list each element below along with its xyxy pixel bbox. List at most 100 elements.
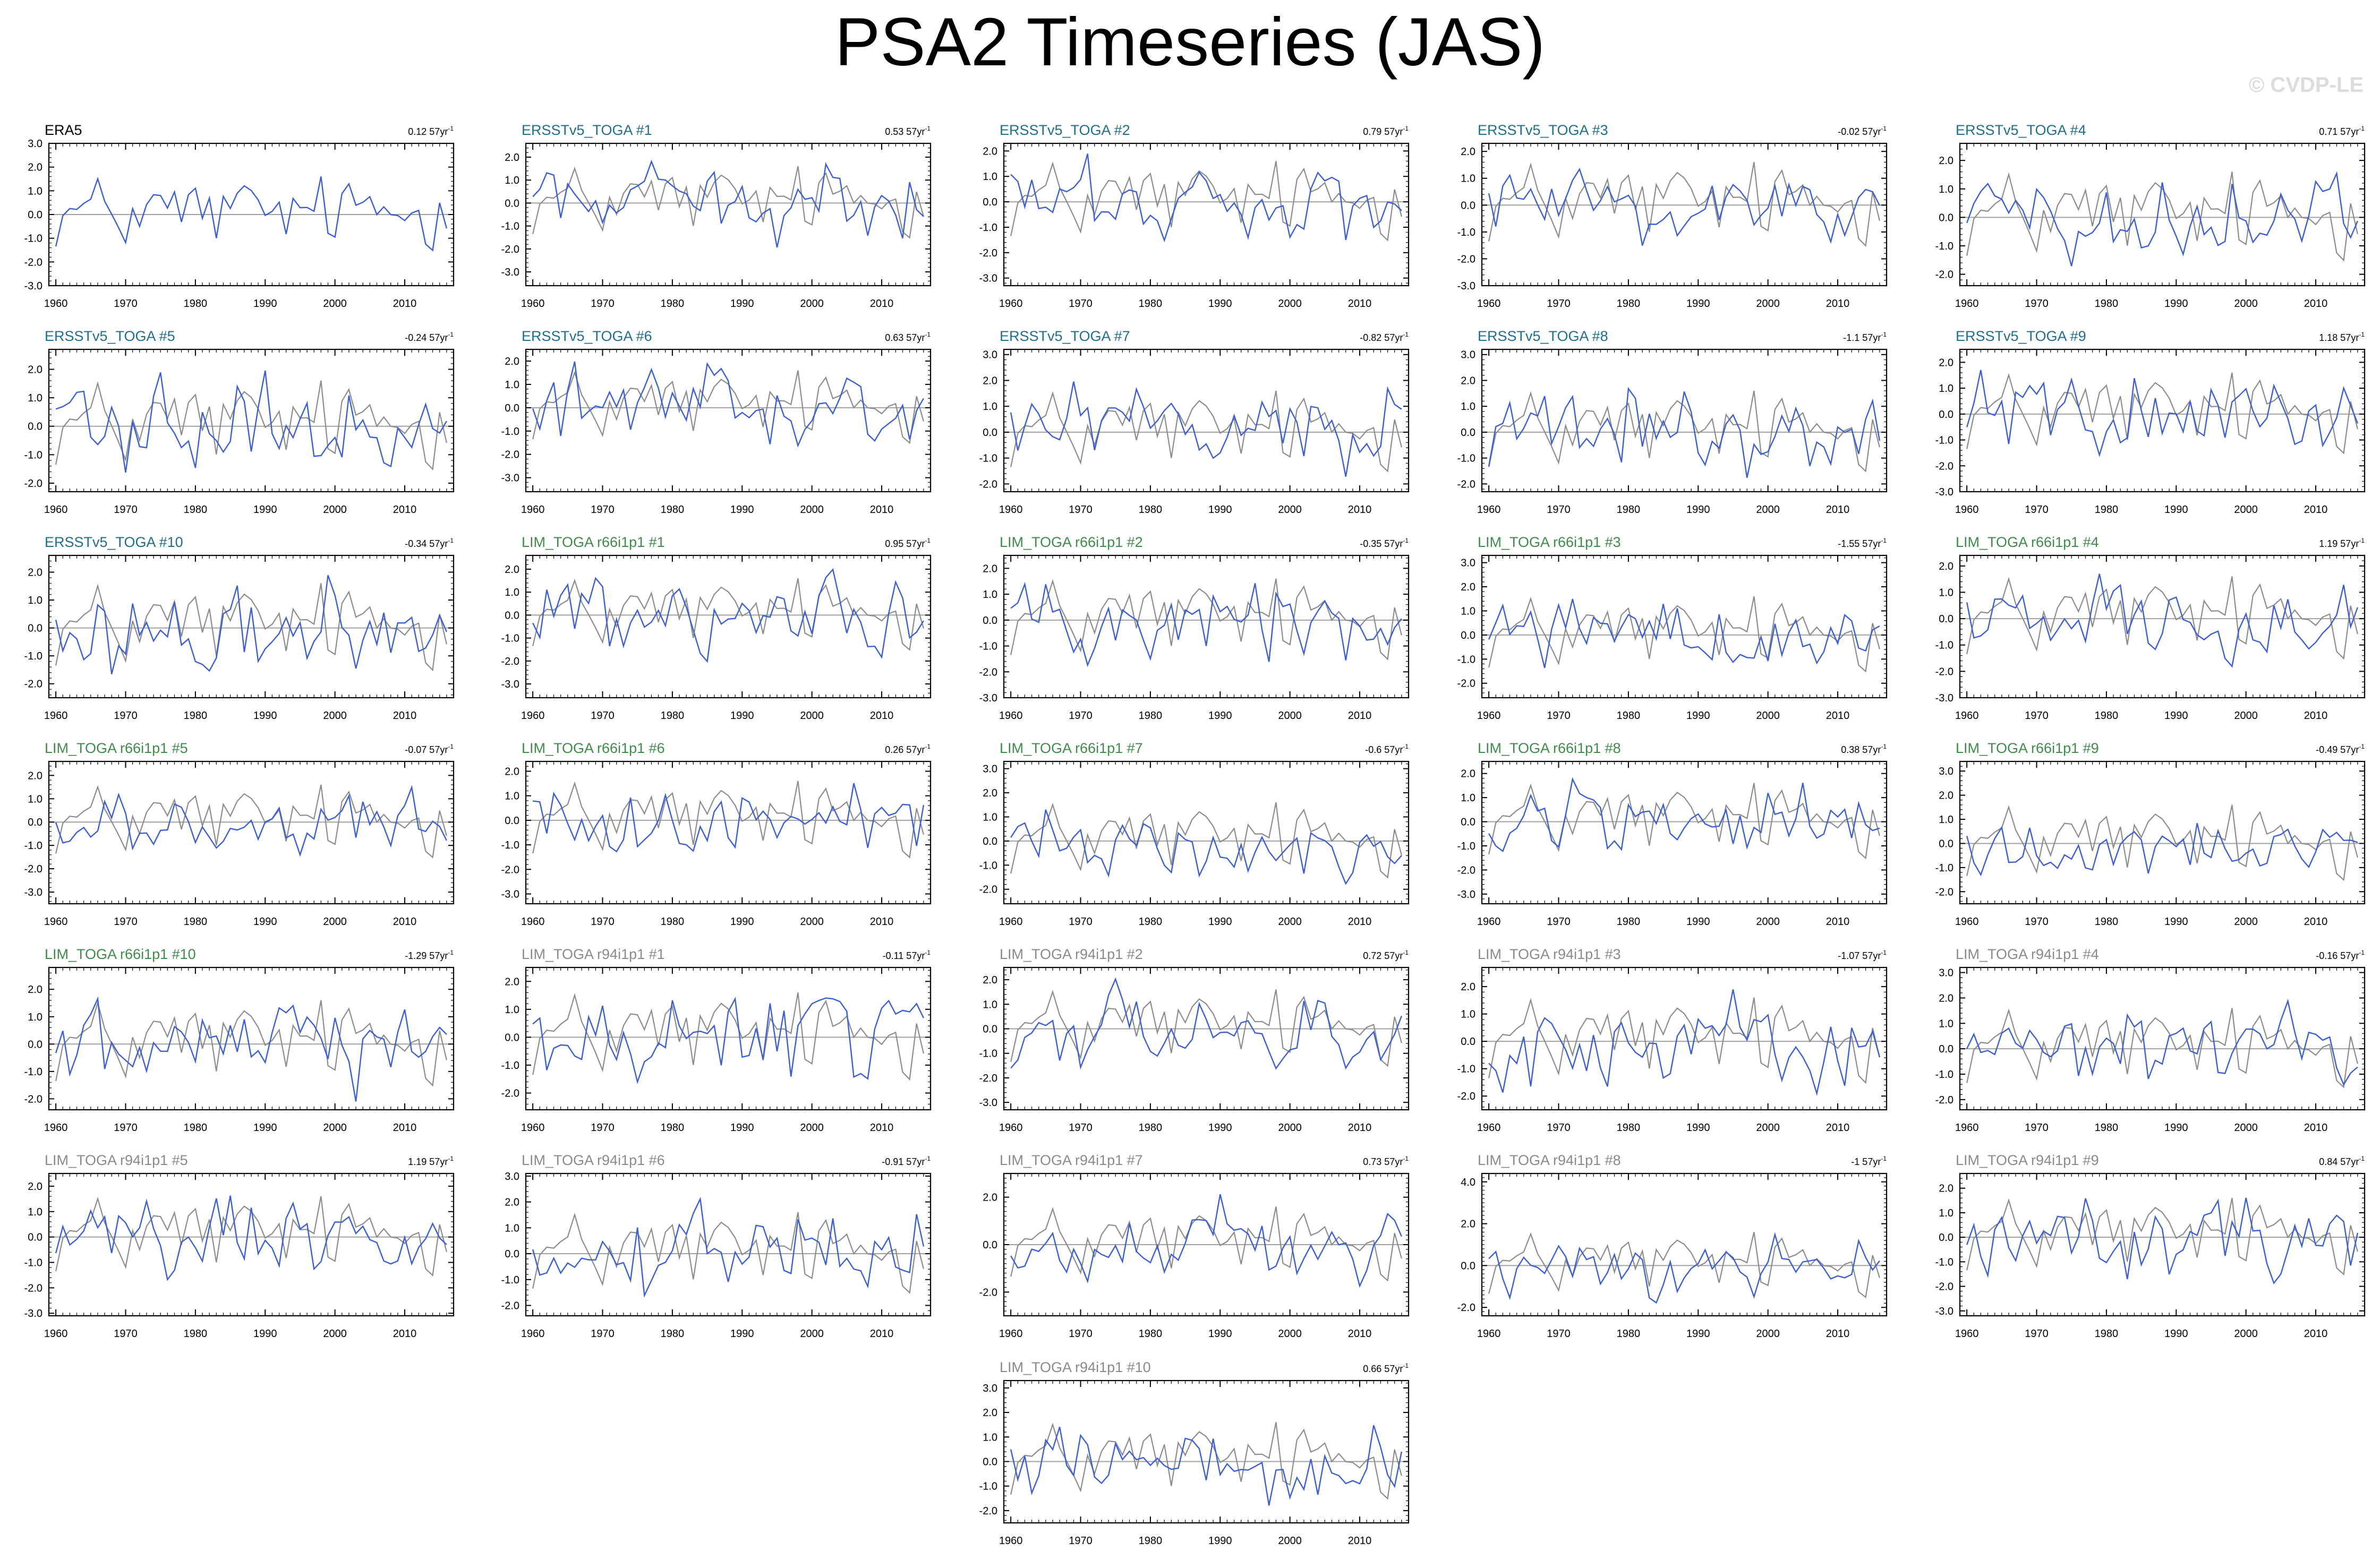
x-tick-label: 1990 bbox=[2164, 710, 2188, 722]
y-tick-label: -3.0 bbox=[501, 267, 519, 278]
y-tick-label: -1.0 bbox=[501, 839, 519, 851]
trend-label: -0.82 57yr-1 bbox=[1360, 331, 1409, 343]
y-tick-label: -2.0 bbox=[1457, 864, 1475, 876]
member-line bbox=[1010, 809, 1402, 885]
y-tick-label: 2.0 bbox=[983, 787, 997, 799]
panel-frame bbox=[1003, 760, 1410, 905]
x-tick-label: 1960 bbox=[521, 298, 545, 310]
x-tick-label: 2010 bbox=[1348, 710, 1372, 722]
x-tick-label: 1960 bbox=[1477, 1122, 1501, 1134]
x-tick-label: 1990 bbox=[253, 710, 277, 722]
member-line bbox=[1488, 598, 1880, 669]
y-tick-label: -1.0 bbox=[24, 650, 42, 662]
panel-frame bbox=[1003, 966, 1410, 1111]
x-tick-label: 1960 bbox=[1955, 298, 1979, 310]
panel-lim-toga-r94i1p1-3: LIM_TOGA r94i1p1 #3 -1.07 57yr-1 2.0 1.0 0.0… bbox=[1457, 946, 1888, 1134]
y-tick-label: 0.0 bbox=[1939, 409, 1954, 421]
x-tick-label: 2010 bbox=[393, 298, 417, 310]
y-tick-label: -1.0 bbox=[1457, 227, 1475, 238]
x-tick-label: 1990 bbox=[253, 916, 277, 928]
x-tick-label: 2000 bbox=[1278, 504, 1302, 516]
y-tick-label: 1.0 bbox=[1461, 792, 1475, 804]
y-tick-label: 3.0 bbox=[1461, 349, 1475, 361]
x-tick-label: 1980 bbox=[1139, 916, 1163, 928]
x-tick-label: 1980 bbox=[1139, 504, 1163, 516]
panel-frame bbox=[1481, 760, 1888, 905]
y-tick-label: 2.0 bbox=[28, 162, 42, 174]
y-tick-label: -2.0 bbox=[1935, 886, 1954, 898]
member-line bbox=[532, 997, 924, 1084]
panel-ersstv5-toga-6: ERSSTv5_TOGA #6 0.63 57yr-1 2.0 1.0 0.0 -1.0 -… bbox=[501, 328, 932, 516]
y-tick-label: 2.0 bbox=[1939, 992, 1954, 1004]
panel-lim-toga-r66i1p1-3: LIM_TOGA r66i1p1 #3 -1.55 57yr-1 3.0 2.0 1.0… bbox=[1457, 534, 1888, 722]
x-tick-label: 1980 bbox=[184, 298, 208, 310]
x-tick-label: 1980 bbox=[661, 710, 685, 722]
x-tick-label: 1970 bbox=[1069, 710, 1093, 722]
y-tick-label: -1.0 bbox=[979, 453, 997, 465]
x-tick-label: 1980 bbox=[1617, 298, 1641, 310]
member-line bbox=[1010, 153, 1402, 243]
x-tick-label: 2010 bbox=[393, 1122, 417, 1134]
y-tick-label: 1.0 bbox=[1939, 383, 1954, 395]
y-tick-label: 1.0 bbox=[1461, 1009, 1475, 1021]
x-tick-label: 1970 bbox=[1547, 916, 1571, 928]
y-tick-label: 3.0 bbox=[1461, 558, 1475, 569]
panel-title: ERSSTv5_TOGA #9 bbox=[1956, 328, 2086, 344]
y-tick-label: 1.0 bbox=[1461, 173, 1475, 185]
trend-label: -1.55 57yr-1 bbox=[1838, 537, 1887, 549]
y-tick-label: 0.0 bbox=[1461, 200, 1475, 211]
x-tick-label: 1970 bbox=[1547, 1122, 1571, 1134]
era5-reference-line bbox=[1488, 596, 1880, 673]
x-tick-label: 2000 bbox=[1756, 1122, 1780, 1134]
x-tick-label: 1960 bbox=[44, 916, 68, 928]
y-tick-label: 2.0 bbox=[1461, 146, 1475, 158]
era5-reference-line bbox=[1010, 390, 1402, 473]
era5-reference-line bbox=[532, 166, 924, 239]
x-tick-label: 1990 bbox=[1208, 710, 1232, 722]
era5-reference-line bbox=[55, 784, 447, 859]
x-tick-label: 1980 bbox=[661, 1122, 685, 1134]
x-tick-label: 2000 bbox=[800, 916, 824, 928]
x-tick-label: 1990 bbox=[730, 504, 754, 516]
y-tick-label: 0.0 bbox=[505, 610, 519, 621]
y-tick-label: 2.0 bbox=[983, 375, 997, 387]
x-tick-label: 1990 bbox=[1208, 298, 1232, 310]
y-tick-label: 2.0 bbox=[983, 563, 997, 575]
x-tick-label: 1990 bbox=[2164, 504, 2188, 516]
x-tick-label: 2000 bbox=[323, 1122, 347, 1134]
y-tick-label: -1.0 bbox=[24, 1066, 42, 1078]
panel-frame bbox=[1959, 348, 2366, 493]
x-tick-label: 1990 bbox=[253, 298, 277, 310]
y-tick-label: 1.0 bbox=[1461, 401, 1475, 413]
y-tick-label: 0.0 bbox=[28, 421, 42, 433]
era5-reference-line bbox=[1010, 161, 1402, 242]
x-tick-label: 1970 bbox=[1069, 1122, 1093, 1134]
x-tick-label: 1960 bbox=[1955, 916, 1979, 928]
x-tick-label: 1960 bbox=[1477, 916, 1501, 928]
x-tick-label: 2010 bbox=[1826, 710, 1850, 722]
y-tick-label: -1.0 bbox=[501, 221, 519, 233]
x-tick-label: 1960 bbox=[1477, 710, 1501, 722]
y-tick-label: -3.0 bbox=[979, 273, 997, 285]
panel-frame bbox=[48, 348, 455, 493]
trend-label: -0.34 57yr-1 bbox=[405, 537, 454, 549]
x-tick-label: 2010 bbox=[2304, 298, 2328, 310]
y-tick-label: 0.0 bbox=[1939, 838, 1954, 850]
y-tick-label: 2.0 bbox=[1461, 981, 1475, 993]
y-tick-label: -3.0 bbox=[24, 280, 42, 292]
x-tick-label: 1980 bbox=[1139, 1122, 1163, 1134]
y-tick-label: -1.0 bbox=[1935, 1069, 1954, 1081]
panel-title: ERSSTv5_TOGA #3 bbox=[1478, 122, 1608, 138]
x-tick-label: 1970 bbox=[1547, 298, 1571, 310]
panel-frame bbox=[1003, 554, 1410, 699]
x-tick-label: 2000 bbox=[2234, 710, 2258, 722]
x-tick-label: 2010 bbox=[1348, 504, 1372, 516]
x-tick-label: 1960 bbox=[521, 1122, 545, 1134]
member-line bbox=[55, 785, 447, 857]
trend-label: -0.02 57yr-1 bbox=[1838, 125, 1887, 137]
panel-title: LIM_TOGA r66i1p1 #2 bbox=[1000, 534, 1143, 550]
y-tick-label: -2.0 bbox=[1935, 269, 1954, 281]
x-tick-label: 1960 bbox=[44, 504, 68, 516]
y-tick-label: 0.0 bbox=[983, 836, 997, 847]
y-tick-label: 3.0 bbox=[983, 764, 997, 775]
